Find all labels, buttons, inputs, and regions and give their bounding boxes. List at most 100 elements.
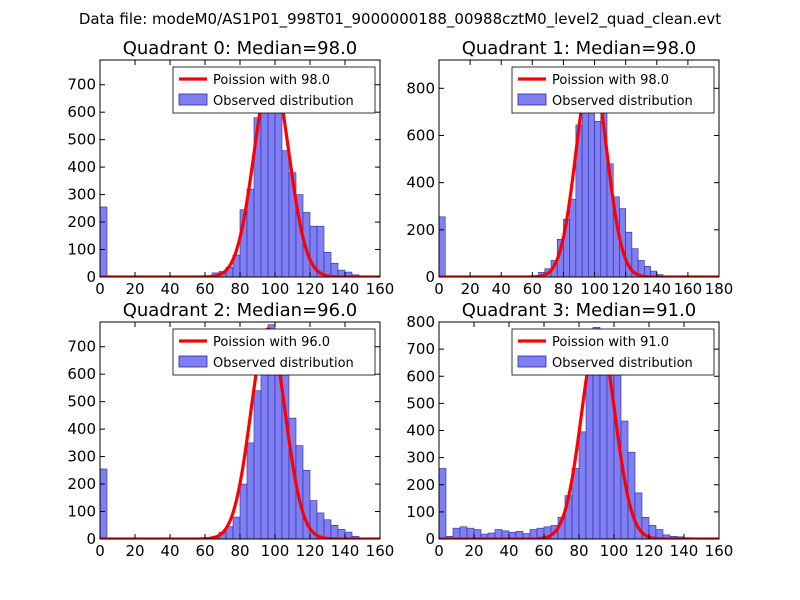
panel-title: Quadrant 3: Median=91.0 (462, 300, 697, 321)
x-tick-label: 180 (705, 280, 734, 298)
histogram-bar (232, 516, 241, 539)
histogram-bar (330, 524, 339, 539)
legend: Poission with 91.0 Observed distribution (511, 328, 715, 376)
legend-label-observed: Observed distribution (213, 356, 354, 371)
x-tick-label: 120 (635, 542, 664, 560)
histogram-bar (260, 346, 269, 539)
x-tick-label: 40 (160, 280, 179, 298)
histogram-bar (578, 431, 587, 539)
y-tick-label: 600 (67, 365, 96, 383)
y-tick-label: 700 (67, 338, 96, 356)
y-tick-label: 400 (67, 158, 96, 176)
histogram-bar (466, 527, 475, 539)
histogram-bar (599, 359, 608, 539)
y-tick-label: 0 (86, 530, 96, 548)
x-tick-label: 80 (554, 280, 573, 298)
plot-content (439, 327, 719, 539)
x-tick-label: 40 (492, 280, 511, 298)
x-tick-label: 100 (580, 280, 609, 298)
histogram-bar (274, 106, 283, 277)
x-tick-label: 60 (195, 280, 214, 298)
legend-label-poisson: Poission with 98.0 (552, 73, 669, 88)
histogram-bar (100, 468, 108, 539)
y-tick-label: 800 (406, 79, 435, 97)
histogram-bar (439, 216, 446, 277)
x-tick-label: 20 (125, 542, 144, 560)
axes-frame (438, 59, 720, 278)
histogram-bar (459, 526, 468, 539)
x-tick-label: 120 (296, 280, 325, 298)
legend-bar-swatch (517, 355, 547, 368)
poisson-curve (439, 67, 719, 277)
x-tick-label: 100 (261, 280, 290, 298)
plot-content (439, 67, 719, 277)
y-tick-label: 100 (406, 503, 435, 521)
x-tick-label: 140 (642, 280, 671, 298)
y-tick-label: 800 (406, 313, 435, 331)
legend-label-poisson: Poission with 98.0 (213, 73, 330, 88)
y-tick-label: 600 (406, 367, 435, 385)
x-tick-label: 160 (705, 542, 734, 560)
x-tick-label: 0 (95, 280, 105, 298)
y-tick-label: 400 (406, 174, 435, 192)
y-tick-label: 100 (67, 241, 96, 259)
histogram-bar (281, 150, 290, 277)
x-tick-label: 40 (499, 542, 518, 560)
y-tick-label: 600 (67, 103, 96, 121)
x-tick-label: 160 (674, 280, 703, 298)
subplot-grid: 0 20 40 60 80 100 120 140 1600100200300400500600… (67, 38, 733, 560)
y-tick-label: 0 (425, 530, 435, 548)
histogram-bar (452, 527, 461, 539)
x-tick-label: 0 (434, 542, 444, 560)
x-tick-label: 40 (160, 542, 179, 560)
legend: Poission with 98.0 Observed distribution (511, 66, 715, 114)
x-tick-label: 60 (523, 280, 542, 298)
x-tick-label: 80 (569, 542, 588, 560)
histogram-bar (260, 95, 269, 277)
y-tick-label: 700 (67, 76, 96, 94)
legend-bar-swatch (517, 93, 547, 106)
x-tick-label: 20 (125, 280, 144, 298)
legend: Poission with 98.0 Observed distribution (172, 66, 376, 114)
histogram-bar (323, 519, 332, 539)
histogram-bar (594, 121, 602, 277)
x-tick-label: 100 (261, 542, 290, 560)
panel-title: Quadrant 0: Median=98.0 (123, 38, 358, 59)
x-tick-label: 100 (600, 542, 629, 560)
legend-bar-swatch (178, 93, 208, 106)
x-tick-label: 140 (670, 542, 699, 560)
panel-title: Quadrant 2: Median=96.0 (123, 300, 358, 321)
histogram-bar (100, 206, 108, 277)
x-tick-label: 160 (366, 280, 395, 298)
quadrant-2-panel: 0 20 40 60 80 100 120 140 160 0 100 200 300 400 500 600… (67, 300, 394, 560)
x-tick-label: 20 (464, 542, 483, 560)
quadrant-1-panel: 0 20 40 60 80 100 120 140 160 180 0 200 400 600 800 Qua… (406, 38, 733, 298)
x-tick-label: 160 (366, 542, 395, 560)
x-tick-label: 80 (230, 542, 249, 560)
x-tick-label: 140 (331, 280, 360, 298)
y-tick-label: 500 (67, 393, 96, 411)
histogram-bar (588, 102, 595, 277)
x-tick-label: 0 (95, 542, 105, 560)
x-tick-label: 120 (611, 280, 640, 298)
y-tick-label: 500 (67, 131, 96, 149)
legend-label-poisson: Poission with 96.0 (213, 335, 330, 350)
histogram-bar (585, 373, 594, 539)
x-tick-label: 80 (230, 280, 249, 298)
y-tick-label: 300 (67, 448, 96, 466)
y-tick-label: 700 (406, 340, 435, 358)
histogram-bar (246, 442, 255, 539)
legend-label-observed: Observed distribution (552, 356, 693, 371)
histogram-bar (239, 483, 248, 539)
y-tick-label: 0 (425, 268, 435, 286)
x-tick-label: 120 (296, 542, 325, 560)
legend-bar-swatch (178, 355, 208, 368)
x-tick-label: 140 (331, 542, 360, 560)
y-tick-label: 0 (86, 268, 96, 286)
x-tick-label: 0 (434, 280, 444, 298)
panel-title: Quadrant 1: Median=98.0 (462, 38, 697, 59)
y-tick-label: 200 (406, 221, 435, 239)
x-tick-label: 60 (195, 542, 214, 560)
y-tick-label: 200 (67, 213, 96, 231)
